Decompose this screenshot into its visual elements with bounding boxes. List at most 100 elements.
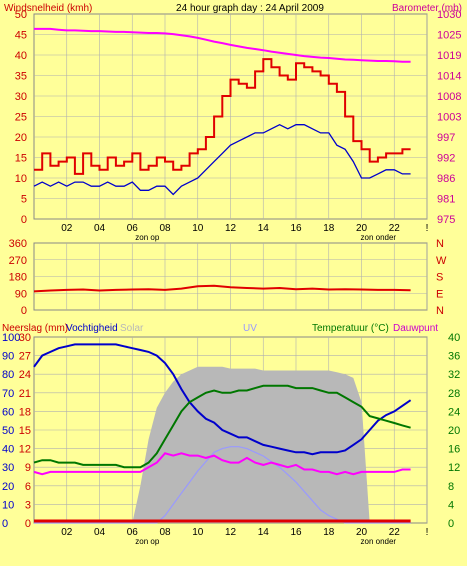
y-tick-label-wind: 50 [15, 9, 27, 21]
y-tick-label-humidity: 60 [2, 406, 14, 418]
x-tick-label: 10 [192, 223, 204, 234]
x-tick-label: 16 [290, 527, 302, 538]
chart-title: 24 hour graph day : 24 April 2009 [176, 3, 324, 14]
y-tick-label-rain: 24 [19, 369, 31, 381]
x-tick-label: ! [426, 527, 429, 538]
x-tick-label: 12 [225, 223, 237, 234]
x-tick-label: 22 [389, 527, 401, 538]
x-tick-label: 12 [225, 527, 237, 538]
y-tick-label-barometer: 992 [437, 153, 455, 165]
x-tick-label: 20 [356, 527, 368, 538]
y-tick-label-temperature: 4 [448, 499, 454, 511]
y-tick-label-wind: 30 [15, 91, 27, 103]
x-tick-label: 18 [323, 223, 335, 234]
x-tick-label: 04 [94, 527, 106, 538]
temperature-axis-title: Temperatuur (°C) [312, 323, 389, 334]
y-tick-label-rain: 6 [25, 481, 31, 493]
y-tick-label-rain: 18 [19, 406, 31, 418]
y-tick-label-humidity: 80 [2, 369, 14, 381]
y-tick-label-direction: 360 [9, 238, 27, 250]
wind-average-line [33, 123, 411, 196]
y-tick-label-humidity: 10 [2, 499, 14, 511]
y-tick-label-barometer: 1025 [437, 30, 461, 42]
y-tick-label-barometer: 975 [437, 214, 455, 226]
y-tick-label-rain: 15 [19, 425, 31, 437]
y-tick-label-wind: 25 [15, 112, 27, 124]
rain-axis-title: Neerslag (mm) [2, 323, 68, 334]
compass-letter: E [436, 288, 443, 300]
x-tick-label: 14 [258, 223, 270, 234]
x-tick-label: 22 [389, 223, 401, 234]
x-tick-label: 02 [61, 223, 73, 234]
compass-letter: S [436, 272, 443, 284]
y-tick-label-barometer: 981 [437, 194, 455, 206]
y-tick-label-wind: 35 [15, 71, 27, 83]
x-tick-label: 08 [159, 223, 171, 234]
sunrise-label: zon op [135, 233, 160, 242]
y-tick-label-humidity: 100 [2, 332, 20, 344]
solar-area [34, 366, 411, 523]
x-tick-label: 02 [61, 527, 73, 538]
y-tick-label-humidity: 50 [2, 425, 14, 437]
y-tick-label-wind: 20 [15, 132, 27, 144]
y-tick-label-humidity: 90 [2, 351, 14, 363]
y-tick-label-temperature: 8 [448, 481, 454, 493]
barometer-axis-title: Barometer (mb) [392, 3, 462, 14]
y-tick-label-rain: 12 [19, 444, 31, 456]
compass-letter: N [436, 238, 444, 250]
y-tick-label-barometer: 1019 [437, 50, 461, 62]
x-tick-label: 10 [192, 527, 204, 538]
y-tick-label-direction: 180 [9, 272, 27, 284]
y-tick-label-barometer: 1014 [437, 71, 461, 83]
y-tick-label-rain: 21 [19, 388, 31, 400]
y-tick-label-direction: 0 [21, 305, 27, 317]
x-tick-label: 16 [290, 223, 302, 234]
y-tick-label-barometer: 997 [437, 132, 455, 144]
y-tick-label-temperature: 16 [448, 444, 460, 456]
y-tick-label-humidity: 0 [2, 518, 8, 530]
x-tick-label: 08 [159, 527, 171, 538]
sunset-label: zon onder [361, 537, 397, 546]
y-tick-label-barometer: 1008 [437, 91, 461, 103]
y-tick-label-wind: 5 [21, 194, 27, 206]
humidity-axis-title: Vochtigheid [66, 323, 118, 334]
y-tick-label-temperature: 32 [448, 369, 460, 381]
humidity-temperature-panel: 0102030405060708090100036912151821242730… [2, 332, 460, 546]
compass-letter: W [436, 255, 447, 267]
x-tick-label: 18 [323, 527, 335, 538]
compass-letter: N [436, 305, 444, 317]
wind-axis-title: Windsnelheid (kmh) [4, 3, 92, 14]
y-tick-label-temperature: 12 [448, 462, 460, 474]
y-tick-label-rain: 3 [25, 499, 31, 511]
y-tick-label-wind: 10 [15, 173, 27, 185]
y-tick-label-direction: 270 [9, 255, 27, 267]
y-tick-label-rain: 30 [19, 332, 31, 344]
solar-legend-label: Solar [120, 323, 144, 334]
wind-speed-line [34, 58, 411, 175]
x-tick-label: 06 [127, 527, 139, 538]
y-tick-label-temperature: 24 [448, 406, 460, 418]
x-tick-label: 06 [127, 223, 139, 234]
y-tick-label-temperature: 36 [448, 351, 460, 363]
y-tick-label-direction: 90 [15, 288, 27, 300]
y-tick-label-barometer: 986 [437, 173, 455, 185]
barometer-line [34, 27, 411, 63]
y-tick-label-wind: 0 [21, 214, 27, 226]
y-tick-label-temperature: 28 [448, 388, 460, 400]
y-tick-label-temperature: 40 [448, 332, 460, 344]
y-tick-label-humidity: 20 [2, 481, 14, 493]
y-tick-label-humidity: 70 [2, 388, 14, 400]
y-tick-label-rain: 0 [25, 518, 31, 530]
dewpoint-line [33, 452, 411, 476]
y-tick-label-rain: 27 [19, 351, 31, 363]
x-tick-label: 20 [356, 223, 368, 234]
x-tick-label: ! [426, 223, 429, 234]
y-tick-label-humidity: 30 [2, 462, 14, 474]
uv-line [34, 446, 411, 524]
y-tick-label-barometer: 1003 [437, 112, 461, 124]
x-tick-label: 14 [258, 527, 270, 538]
wind-direction-line [33, 284, 411, 293]
sunrise-label: zon op [135, 537, 160, 546]
